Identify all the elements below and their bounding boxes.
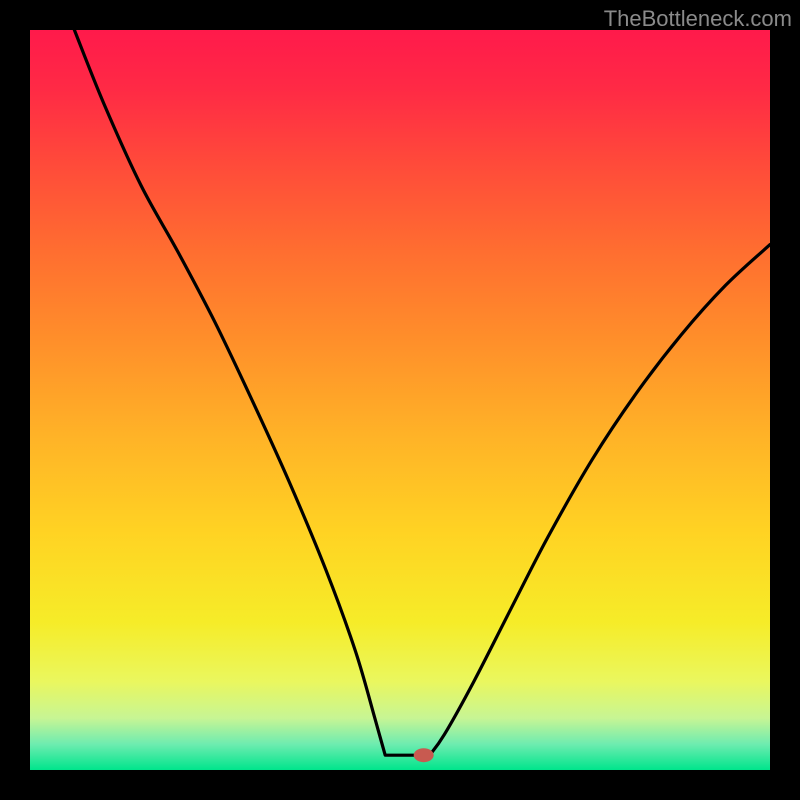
bottleneck-chart <box>0 0 800 800</box>
chart-stage: TheBottleneck.com <box>0 0 800 800</box>
value-marker <box>414 748 434 762</box>
watermark-text: TheBottleneck.com <box>604 6 792 32</box>
plot-background <box>30 30 770 770</box>
